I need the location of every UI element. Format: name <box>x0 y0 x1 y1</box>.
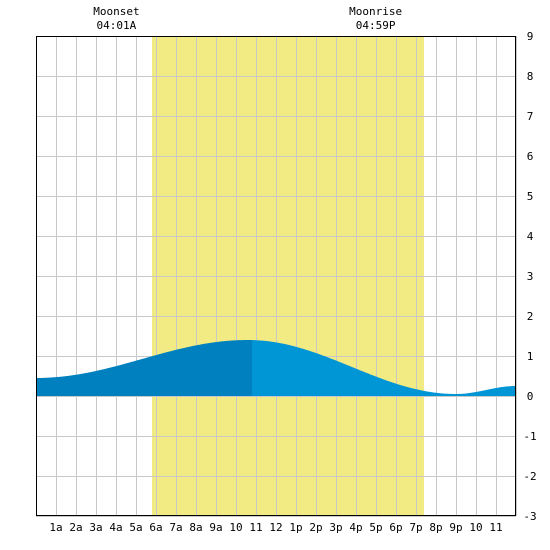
y-tick-label: 8 <box>527 70 534 83</box>
y-tick-label: 0 <box>527 390 534 403</box>
x-tick-label: 7p <box>409 521 422 534</box>
x-tick-label: 9a <box>209 521 222 534</box>
y-tick-label: 7 <box>527 110 534 123</box>
grid-layer <box>36 36 517 517</box>
x-tick-label: 4a <box>109 521 122 534</box>
tide-layer <box>36 340 516 396</box>
x-tick-label: 1a <box>49 521 62 534</box>
tide-area-after-now <box>252 340 516 396</box>
x-tick-label: 6a <box>149 521 162 534</box>
moon-event-time: 04:59P <box>356 19 396 32</box>
x-tick-labels: 1a 2a 3a 4a 5a 6a 7a 8a 9a 10 11 12 1p 2p 3p 4p 5p 6p 7p 8p… <box>49 521 502 534</box>
x-tick-label: 8p <box>429 521 442 534</box>
x-tick-label: 5p <box>369 521 382 534</box>
x-tick-label: 10 <box>229 521 242 534</box>
y-tick-label: -3 <box>523 510 536 523</box>
y-tick-label: -2 <box>523 470 536 483</box>
y-tick-label: 6 <box>527 150 534 163</box>
moon-event-time: 04:01A <box>97 19 137 32</box>
tide-area-before-now <box>36 340 252 396</box>
plot-frame <box>36 36 516 516</box>
x-tick-label: 4p <box>349 521 362 534</box>
frame-layer <box>36 36 516 516</box>
y-tick-label: 2 <box>527 310 534 323</box>
y-tick-label: 9 <box>527 30 534 43</box>
x-tick-label: 11 <box>489 521 502 534</box>
x-tick-label: 10 <box>469 521 482 534</box>
x-tick-label: 5a <box>129 521 142 534</box>
x-tick-label: 2p <box>309 521 322 534</box>
x-tick-label: 9p <box>449 521 462 534</box>
x-tick-label: 8a <box>189 521 202 534</box>
x-tick-label: 3p <box>329 521 342 534</box>
y-tick-label: 3 <box>527 270 534 283</box>
y-tick-label: -1 <box>523 430 536 443</box>
x-tick-label: 6p <box>389 521 402 534</box>
x-tick-label: 7a <box>169 521 182 534</box>
y-tick-label: 1 <box>527 350 534 363</box>
y-tick-labels: -3 -2 -1 0 1 2 3 4 5 6 7 8 9 <box>523 30 536 523</box>
x-tick-label: 1p <box>289 521 302 534</box>
moon-event-name: Moonrise <box>349 5 402 18</box>
moon-event-name: Moonset <box>93 5 139 18</box>
y-tick-label: 4 <box>527 230 534 243</box>
x-tick-label: 2a <box>69 521 82 534</box>
x-tick-label: 3a <box>89 521 102 534</box>
y-tick-label: 5 <box>527 190 534 203</box>
x-tick-label: 11 <box>249 521 262 534</box>
x-tick-label: 12 <box>269 521 282 534</box>
